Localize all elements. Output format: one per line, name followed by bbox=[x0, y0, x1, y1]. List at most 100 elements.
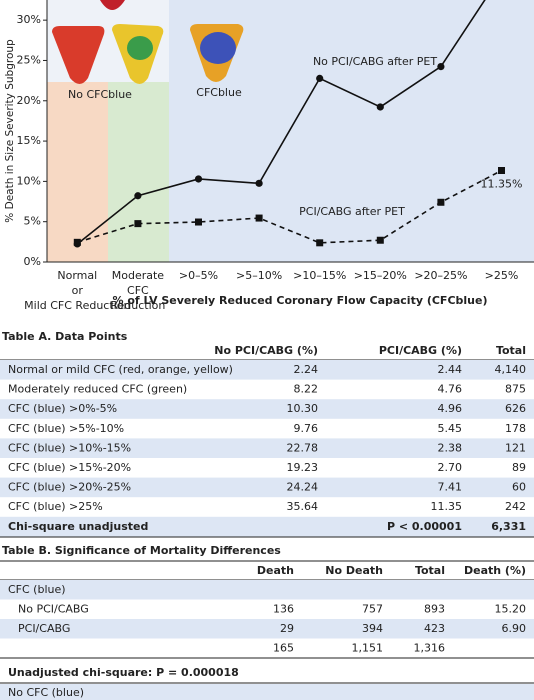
column-header: No PCI/CABG (%) bbox=[214, 344, 318, 357]
table-cell: 6.90 bbox=[502, 622, 527, 635]
series-line bbox=[77, 169, 502, 244]
marker bbox=[255, 214, 263, 222]
table-cell: 7.41 bbox=[438, 481, 463, 494]
table-cell: No CFC (blue) bbox=[8, 686, 84, 699]
table-note: Unadjusted chi-square: P = 0.000018 bbox=[8, 666, 239, 679]
table-cell: 2.38 bbox=[438, 441, 463, 454]
marker bbox=[194, 175, 203, 183]
marker bbox=[255, 179, 263, 187]
table-cell: CFC (blue) >15%-20% bbox=[8, 461, 131, 474]
table-cell: 893 bbox=[424, 603, 445, 616]
row-background bbox=[0, 684, 534, 700]
table-cell: 29 bbox=[280, 622, 294, 635]
series-label: No PCI/CABG after PET bbox=[313, 55, 437, 68]
table-cell: 8.22 bbox=[294, 383, 319, 396]
table-cell: 6,331 bbox=[491, 520, 526, 533]
row-background bbox=[0, 580, 534, 600]
heart-icons bbox=[52, 0, 244, 84]
region-label: CFCblue bbox=[196, 86, 242, 99]
y-tick-label: 30% bbox=[17, 13, 41, 26]
value-label: 11.35% bbox=[481, 178, 523, 191]
region-label: No CFCblue bbox=[68, 88, 132, 101]
tables: Table A. Data Points No PCI/CABG (%) PCI/C… bbox=[0, 330, 534, 700]
row-background bbox=[0, 360, 534, 380]
table-cell: 24.24 bbox=[287, 481, 319, 494]
table-cell: 875 bbox=[505, 383, 526, 396]
column-header: PCI/CABG (%) bbox=[379, 344, 462, 357]
series-label: PCI/CABG after PET bbox=[299, 205, 405, 218]
table-cell: 165 bbox=[273, 642, 294, 655]
table-cell: 2.70 bbox=[438, 461, 463, 474]
row-background bbox=[0, 477, 534, 498]
table-cell: 9.76 bbox=[294, 422, 319, 435]
x-axis-label: % of LV Severely Reduced Coronary Flow C… bbox=[113, 294, 488, 307]
marker bbox=[498, 167, 505, 175]
table-cell: 4.96 bbox=[438, 402, 463, 415]
table-cell: 757 bbox=[362, 603, 383, 616]
marker bbox=[316, 239, 324, 247]
table-cell: 22.78 bbox=[287, 441, 319, 454]
table-cell: 19.23 bbox=[287, 461, 319, 474]
y-tick-label: 25% bbox=[17, 53, 41, 66]
table-cell: CFC (blue) >0%-5% bbox=[8, 402, 117, 415]
table-cell: CFC (blue) >5%-10% bbox=[8, 422, 124, 435]
row-background bbox=[0, 619, 534, 639]
column-header: Death bbox=[257, 564, 294, 577]
table-cell: 136 bbox=[273, 603, 294, 616]
y-tick-label: 5% bbox=[24, 215, 41, 228]
y-tick-label: 20% bbox=[17, 94, 41, 107]
marker bbox=[134, 192, 142, 200]
table-title: Table A. Data Points bbox=[2, 330, 128, 343]
table-cell: 60 bbox=[512, 481, 526, 494]
table-cell: Moderately reduced CFC (green) bbox=[8, 383, 187, 396]
table-cell: 2.24 bbox=[294, 363, 319, 376]
table-cell: PCI/CABG bbox=[18, 622, 70, 635]
marker bbox=[73, 238, 81, 246]
table-cell: 1,316 bbox=[414, 642, 446, 655]
x-tick-label: >5–10% bbox=[236, 269, 282, 282]
marker bbox=[437, 198, 445, 206]
column-header: Total bbox=[496, 344, 526, 357]
table-cell: 5.45 bbox=[438, 422, 463, 435]
table-cell: 89 bbox=[512, 461, 526, 474]
table-cell: 242 bbox=[505, 500, 526, 513]
table-cell: 1,151 bbox=[352, 642, 384, 655]
table-cell: 423 bbox=[424, 622, 445, 635]
table-cell: 15.20 bbox=[495, 603, 527, 616]
table-cell: P < 0.00001 bbox=[387, 520, 462, 533]
region-orange bbox=[47, 82, 108, 262]
row-background bbox=[0, 399, 534, 419]
table-cell: CFC (blue) >25% bbox=[8, 500, 103, 513]
row-background bbox=[0, 516, 534, 537]
table-cell: 178 bbox=[505, 422, 526, 435]
marker bbox=[376, 236, 384, 244]
marker bbox=[195, 218, 202, 226]
y-tick-label: 15% bbox=[17, 134, 41, 147]
x-tick-label: >25% bbox=[485, 269, 519, 282]
table-cell: 121 bbox=[505, 441, 526, 454]
table-cell: 626 bbox=[505, 402, 526, 415]
x-tick-label: Normal or Mild CFC Reduction bbox=[24, 269, 130, 312]
table-cell: 2.44 bbox=[438, 363, 463, 376]
table-cell: CFC (blue) >20%-25% bbox=[8, 481, 131, 494]
marker bbox=[134, 220, 142, 228]
marker bbox=[437, 62, 445, 71]
region-green bbox=[108, 82, 169, 262]
table-cell: Normal or mild CFC (red, orange, yellow) bbox=[8, 363, 233, 376]
y-tick-label: 10% bbox=[17, 174, 41, 187]
table-cell: No PCI/CABG bbox=[18, 603, 89, 616]
x-tick-label: >15–20% bbox=[354, 269, 407, 282]
y-axis-label: % Death in Size Severity Subgroup bbox=[4, 39, 16, 223]
marker bbox=[376, 103, 384, 111]
table-cell: 35.64 bbox=[287, 500, 319, 513]
column-header: Total bbox=[415, 564, 445, 577]
y-tick-label: 0% bbox=[24, 255, 41, 268]
table-cell: 4,140 bbox=[495, 363, 527, 376]
table-title: Table B. Significance of Mortality Diffe… bbox=[2, 544, 281, 557]
column-header: No Death bbox=[325, 564, 383, 577]
plot bbox=[73, 0, 505, 248]
x-tick-label: >0–5% bbox=[179, 269, 218, 282]
table-cell: 11.35 bbox=[431, 500, 463, 513]
